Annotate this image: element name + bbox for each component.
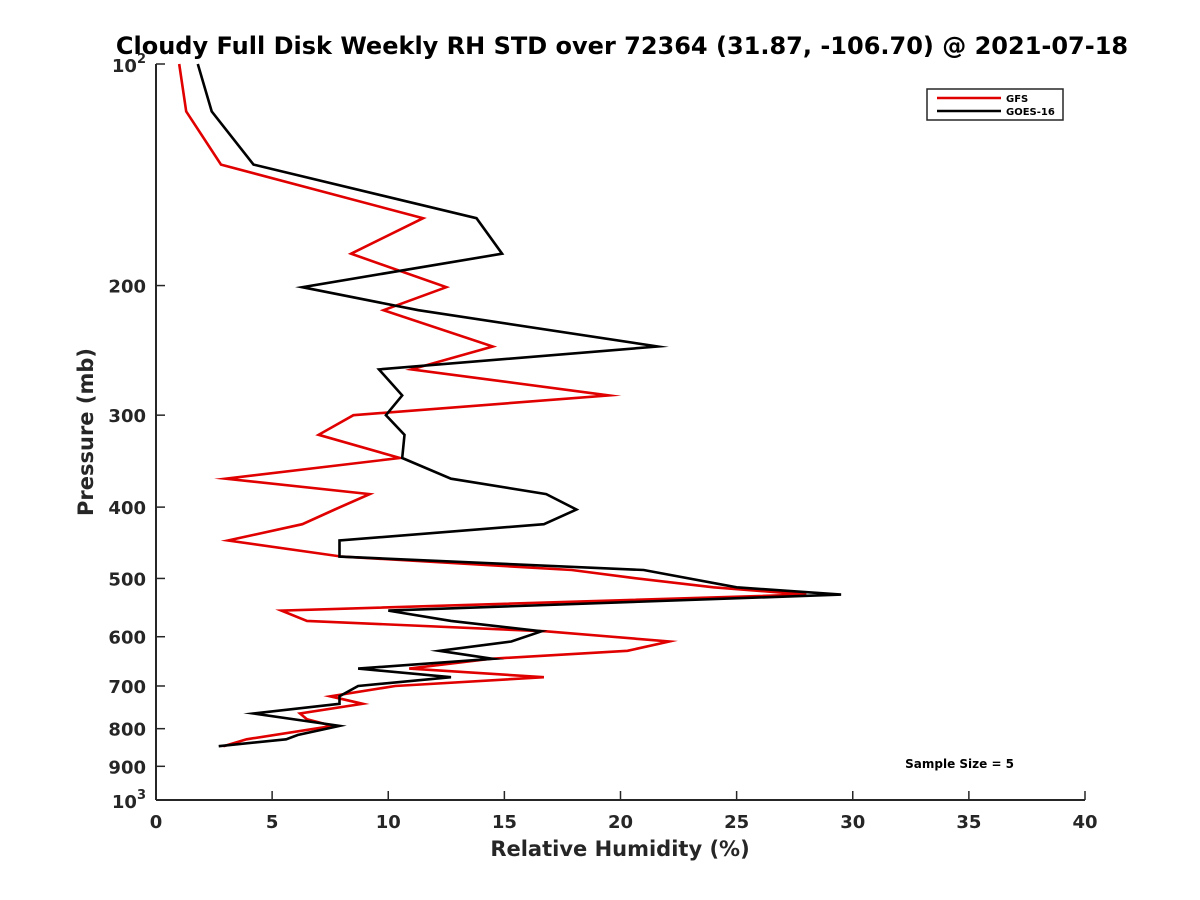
- x-tick-label: 5: [266, 812, 279, 833]
- legend-box: [926, 88, 1064, 121]
- y-tick-label: 500: [108, 569, 146, 590]
- y-tick-label: 700: [108, 677, 146, 698]
- y-tick-label: 300: [108, 406, 146, 427]
- legend: GFS GOES-16: [926, 88, 1064, 121]
- y-tick-label: 900: [108, 757, 146, 778]
- chart-title: Cloudy Full Disk Weekly RH STD over 7236…: [116, 32, 1128, 60]
- y-tick-base: 10: [112, 56, 137, 77]
- series-line-gfs: [177, 63, 807, 748]
- x-axis-label: Relative Humidity (%): [490, 837, 749, 861]
- y-tick-label: 102: [112, 52, 146, 77]
- y-tick-exponent: 2: [137, 52, 146, 67]
- y-tick-label: 400: [108, 498, 146, 519]
- y-tick-base: 10: [112, 792, 137, 813]
- x-tick-label: 0: [150, 812, 163, 833]
- y-tick-exponent: 3: [137, 788, 146, 803]
- sample-size-annotation: Sample Size = 5: [905, 757, 1014, 771]
- y-tick-label: 103: [112, 788, 146, 813]
- x-tick-label: 40: [1072, 812, 1097, 833]
- x-tick-label: 30: [840, 812, 865, 833]
- series-line-goes16: [196, 63, 842, 748]
- x-tick-label: 20: [608, 812, 633, 833]
- y-axis-label: Pressure (mb): [74, 348, 98, 516]
- y-tick-label: 600: [108, 628, 146, 649]
- y-tick-label: 800: [108, 720, 146, 741]
- x-tick-label: 10: [376, 812, 401, 833]
- legend-label-gfs: GFS: [1006, 94, 1028, 105]
- legend-label-goes16: GOES-16: [1006, 107, 1055, 118]
- x-tick-label: 35: [956, 812, 981, 833]
- x-axis-ticks: 0 5 10 15 20 25 30 35 40: [150, 791, 1098, 833]
- y-tick-label: 200: [108, 277, 146, 298]
- x-tick-label: 15: [492, 812, 517, 833]
- x-tick-label: 25: [724, 812, 749, 833]
